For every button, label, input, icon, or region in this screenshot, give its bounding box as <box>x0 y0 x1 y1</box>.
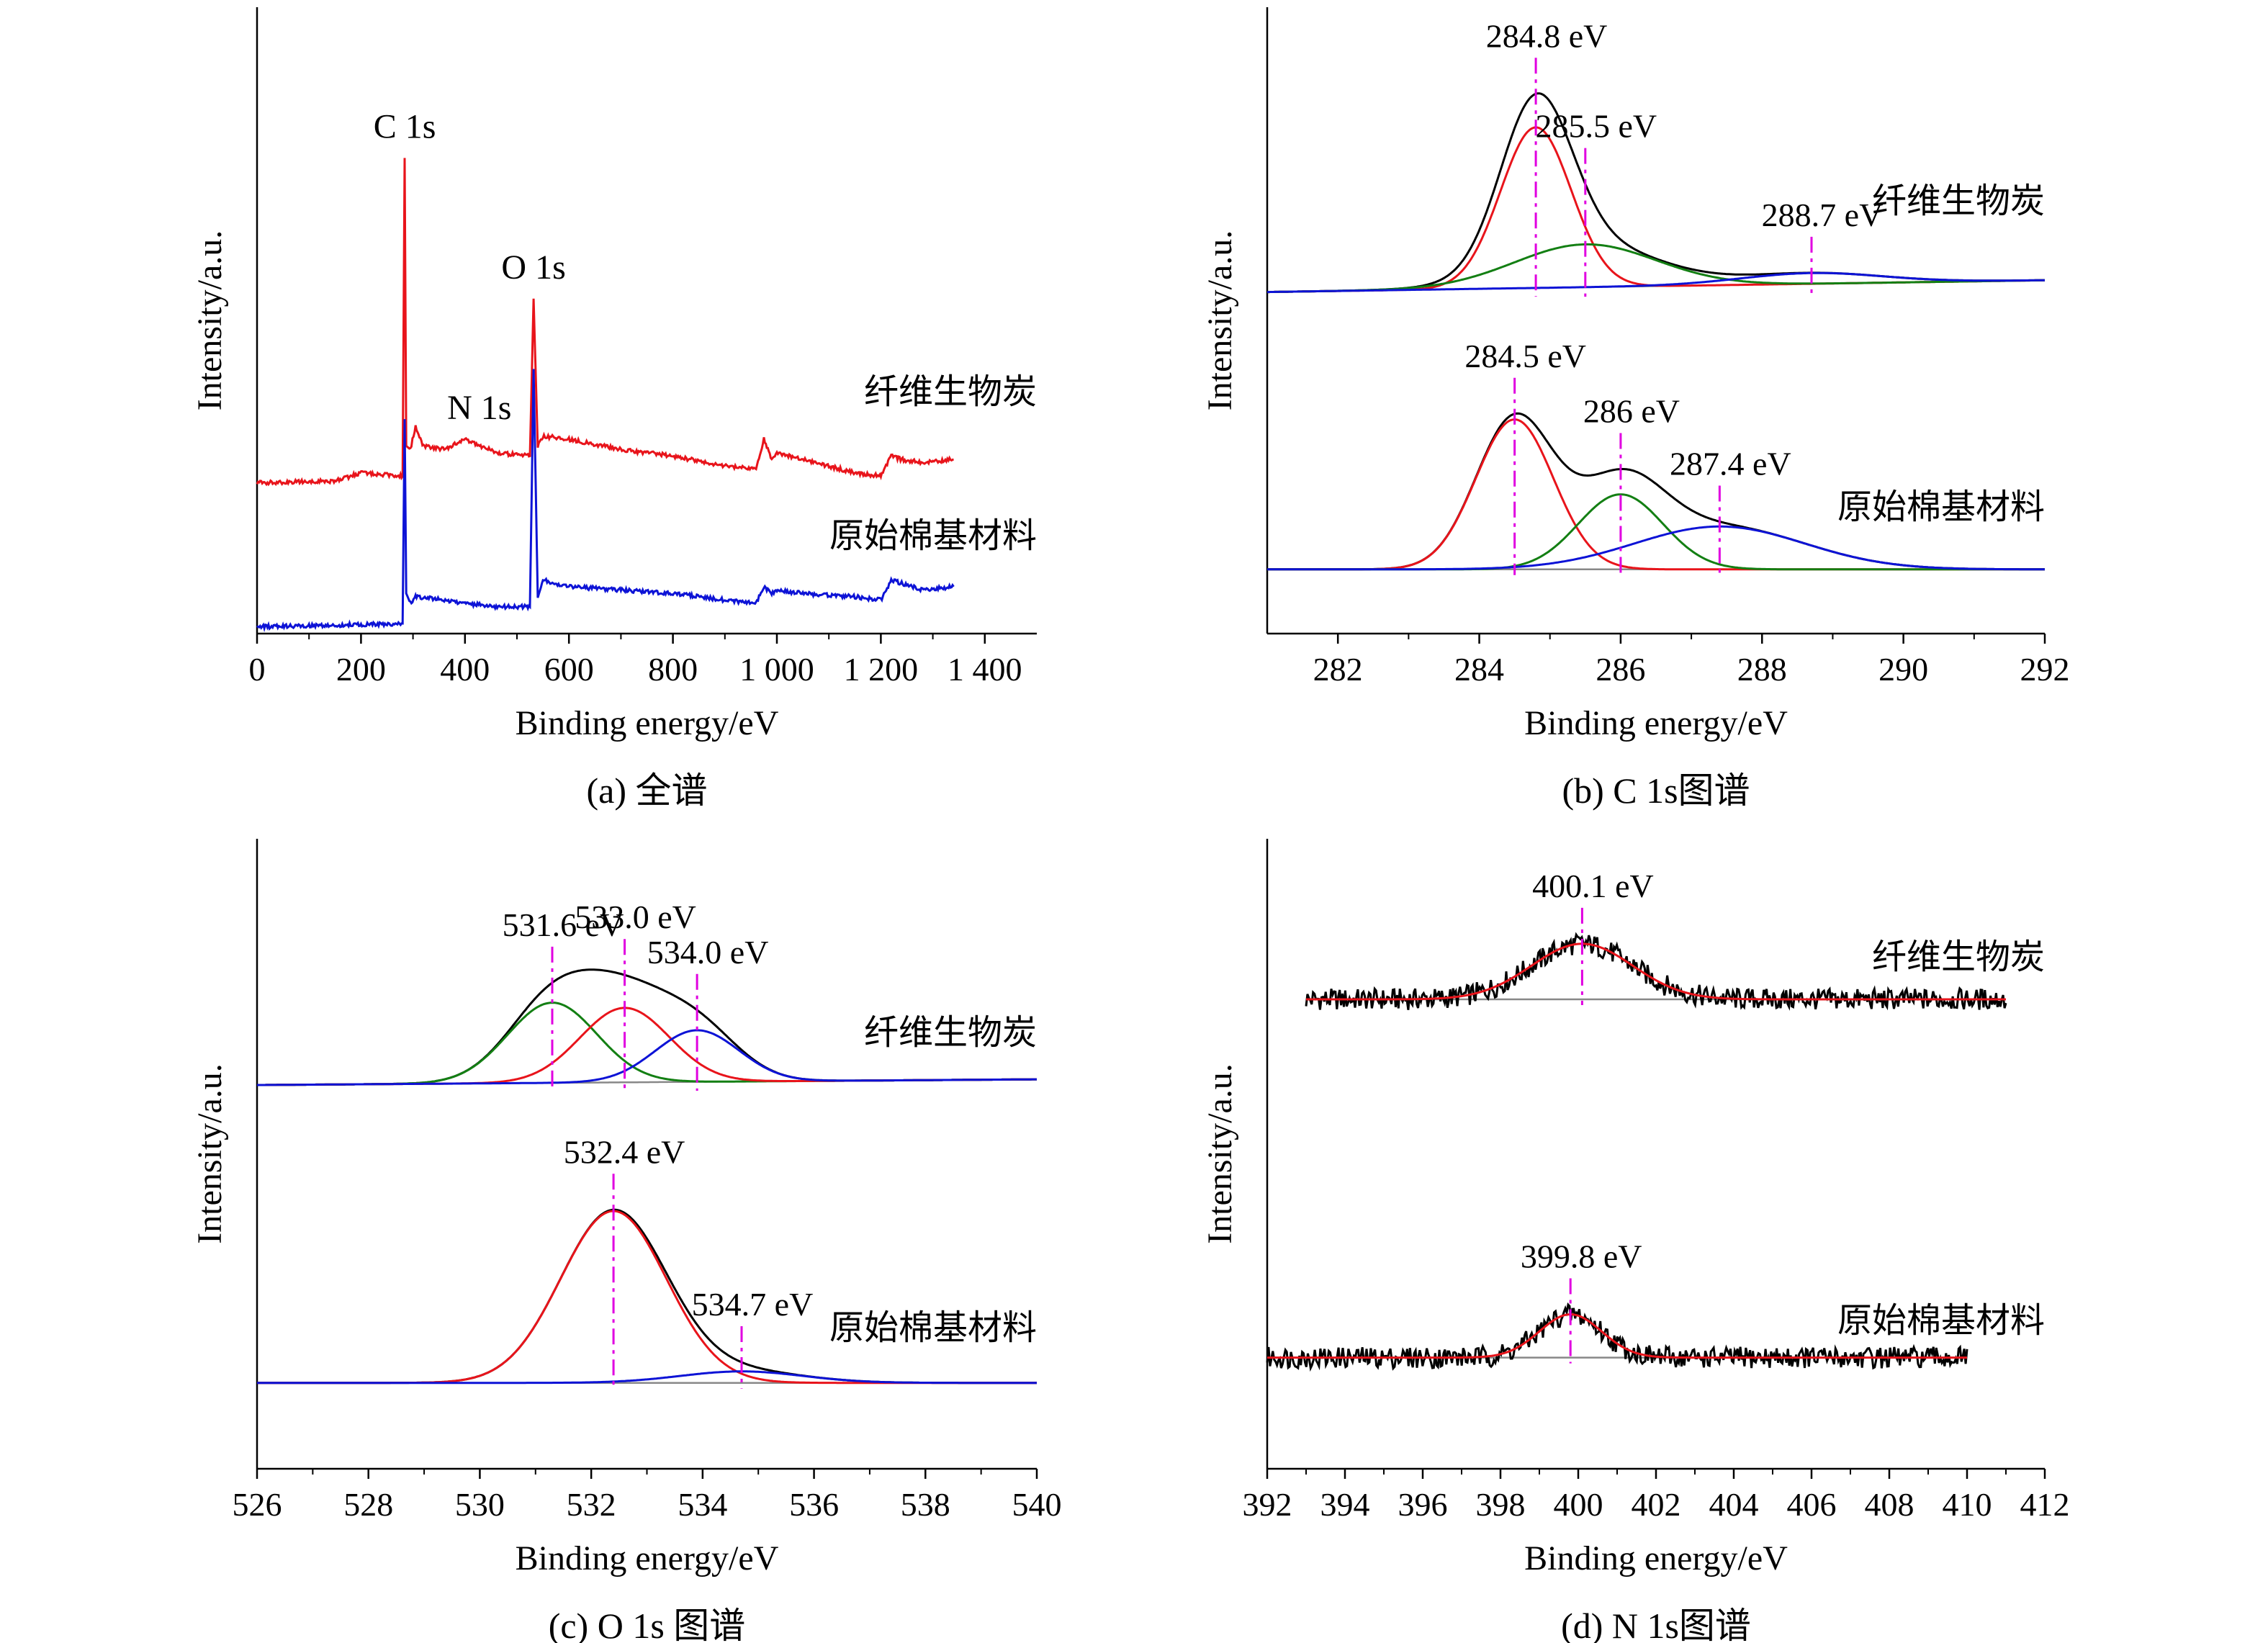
peak-label: 531.6 eV <box>503 906 624 943</box>
x-tick-label: 286 <box>1596 651 1645 688</box>
y-axis-label: Intensity/a.u. <box>1201 1063 1239 1244</box>
y-axis-label: Intensity/a.u. <box>191 1063 229 1244</box>
peak-label: 534.0 eV <box>647 934 769 971</box>
y-axis-label: Intensity/a.u. <box>1201 230 1239 411</box>
peak-label: 287.4 eV <box>1670 445 1791 482</box>
series-line-纤维生物炭 <box>256 158 954 487</box>
component-line <box>1267 243 2046 294</box>
series-label: 纤维生物炭 <box>864 373 1037 411</box>
peak-label: 284.8 eV <box>1486 17 1608 54</box>
component-line <box>257 1370 1037 1385</box>
panel-caption: (b) C 1s图谱 <box>1562 770 1750 811</box>
panel-caption: (a) 全谱 <box>587 770 708 811</box>
x-tick-label: 406 <box>1787 1486 1837 1523</box>
x-tick-label: 392 <box>1243 1486 1292 1523</box>
x-tick-label: 402 <box>1632 1486 1681 1523</box>
x-tick-label: 394 <box>1320 1486 1370 1523</box>
x-tick-label: 200 <box>336 651 386 688</box>
peak-label: 532.4 eV <box>564 1133 685 1170</box>
x-tick-label: 292 <box>2020 651 2070 688</box>
x-tick-label: 282 <box>1313 651 1363 688</box>
component-line <box>1267 1313 1967 1359</box>
series-label: 原始棉基材料 <box>1837 488 2045 526</box>
panel-b: 282 284 286 288 290 292 Binding energy/eV Inten… <box>1201 7 2070 811</box>
x-axis-label: Binding energy/eV <box>1524 1539 1788 1577</box>
peak-label: 288.7 eV <box>1762 197 1884 233</box>
series-label: 纤维生物炭 <box>1872 938 2045 976</box>
panel-a: 0 200 400 600 800 1 000 1 200 1 400 Binding ener… <box>191 7 1037 811</box>
peak-label: C 1s <box>374 107 436 145</box>
x-tick-label: 290 <box>1878 651 1928 688</box>
envelope-line <box>257 1208 1037 1385</box>
x-tick-label: 408 <box>1865 1486 1914 1523</box>
x-tick-label: 534 <box>678 1486 727 1523</box>
panel-d: 392 394 396 398 400 402 404 406 408 410 412 Binding… <box>1201 839 2070 1643</box>
panel-c: 526 528 530 532 534 536 538 540 Binding energy/e… <box>191 839 1062 1643</box>
peak-label: 285.5 eV <box>1535 108 1657 145</box>
x-tick-label: 528 <box>343 1486 393 1523</box>
panel-caption: (d) N 1s图谱 <box>1561 1606 1751 1643</box>
peak-label: 400.1 eV <box>1532 868 1654 904</box>
series-label: 原始棉基材料 <box>829 1309 1037 1347</box>
peak-label: N 1s <box>447 389 511 427</box>
x-tick-label: 800 <box>648 651 698 688</box>
x-tick-label: 288 <box>1737 651 1787 688</box>
x-tick-label: 1 200 <box>844 651 919 688</box>
x-tick-label: 412 <box>2020 1486 2070 1523</box>
component-line <box>1306 942 2006 1001</box>
peak-label: 284.5 eV <box>1464 338 1586 374</box>
peak-label: 286 eV <box>1583 392 1680 429</box>
x-axis-label: Binding energy/eV <box>516 704 779 742</box>
component-line <box>1267 271 2045 294</box>
x-tick-label: 396 <box>1398 1486 1448 1523</box>
x-tick-label: 540 <box>1012 1486 1062 1523</box>
x-tick-label: 538 <box>901 1486 950 1523</box>
peak-label: 399.8 eV <box>1521 1238 1642 1275</box>
component-line <box>257 1029 1037 1086</box>
x-tick-label: 398 <box>1476 1486 1526 1523</box>
series-line-原始棉基材料 <box>256 369 955 633</box>
envelope-line <box>1305 932 2007 1011</box>
series-label: 纤维生物炭 <box>1872 182 2045 220</box>
x-axis-label: Binding energy/eV <box>1524 704 1788 742</box>
x-tick-label: 530 <box>455 1486 505 1523</box>
x-tick-label: 536 <box>789 1486 839 1523</box>
x-tick-label: 400 <box>440 651 490 688</box>
x-tick-label: 526 <box>233 1486 282 1523</box>
x-tick-label: 404 <box>1709 1486 1759 1523</box>
peak-label: O 1s <box>501 248 565 287</box>
panel-caption: (c) O 1s 图谱 <box>549 1606 746 1643</box>
series-label: 原始棉基材料 <box>1837 1302 2045 1340</box>
y-axis-label: Intensity/a.u. <box>191 230 229 411</box>
x-tick-label: 532 <box>567 1486 616 1523</box>
x-tick-label: 1 400 <box>948 651 1022 688</box>
x-tick-label: 600 <box>544 651 594 688</box>
peak-label: 533.0 eV <box>575 899 696 935</box>
x-tick-label: 400 <box>1554 1486 1603 1523</box>
peak-label: 534.7 eV <box>692 1286 814 1323</box>
x-axis-label: Binding energy/eV <box>516 1539 779 1577</box>
series-label: 纤维生物炭 <box>864 1014 1037 1052</box>
series-label: 原始棉基材料 <box>829 517 1037 555</box>
x-tick-label: 410 <box>1943 1486 1992 1523</box>
x-tick-label: 0 <box>249 651 266 688</box>
x-tick-label: 1 000 <box>739 651 814 688</box>
component-line <box>1267 525 2045 571</box>
x-tick-label: 284 <box>1454 651 1504 688</box>
